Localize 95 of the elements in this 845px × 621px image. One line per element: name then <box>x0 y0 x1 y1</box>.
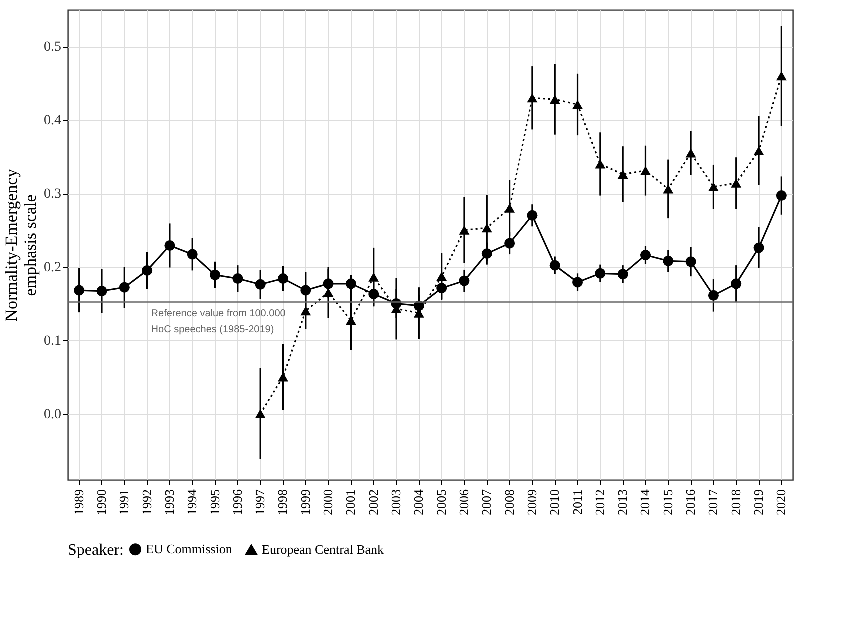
x-tick-label: 2020 <box>774 490 789 516</box>
x-tick-label: 2009 <box>524 490 540 516</box>
x-tick-label: 1996 <box>230 489 245 516</box>
y-axis-title: Normality-Emergency emphasis scale <box>2 168 40 322</box>
point <box>550 95 560 104</box>
x-tick-label: 2002 <box>366 490 381 516</box>
point <box>504 204 516 213</box>
point <box>436 283 448 294</box>
point <box>686 256 696 268</box>
point <box>278 274 288 284</box>
x-tick-label: 1990 <box>94 490 109 516</box>
point <box>640 166 651 176</box>
point <box>255 279 266 290</box>
x-tick-label: 2019 <box>751 490 766 516</box>
point <box>255 409 266 418</box>
point <box>278 372 288 382</box>
x-tick-label: 1992 <box>139 490 154 516</box>
x-tick-label: 2018 <box>728 490 744 516</box>
point <box>300 285 312 296</box>
point <box>618 269 628 280</box>
point <box>776 190 787 202</box>
x-tick-label: 2000 <box>320 490 336 516</box>
point <box>776 72 787 81</box>
x-tick-label: 2012 <box>592 490 608 516</box>
point <box>459 226 470 235</box>
y-tick-label: 0.2 <box>44 260 62 276</box>
x-tick-label: 2008 <box>502 490 517 516</box>
point <box>550 260 560 271</box>
x-tick-label: 1994 <box>184 489 200 516</box>
x-tick-label: 1993 <box>162 490 177 516</box>
point <box>731 178 742 188</box>
x-tick-label: 2004 <box>411 489 426 516</box>
ref-line-label: Reference value from 100.000 HoC speeches (1985-2019) <box>151 308 286 336</box>
point <box>731 278 742 290</box>
x-tick-label: 2017 <box>706 489 721 516</box>
point <box>164 240 176 251</box>
x-tick-label: 2011 <box>570 490 585 516</box>
point <box>232 274 244 284</box>
point <box>504 238 516 249</box>
x-tick-label: 2005 <box>434 490 449 516</box>
point <box>436 272 448 282</box>
point <box>323 278 334 290</box>
y-tick-label: 0.5 <box>44 40 62 56</box>
point <box>482 224 492 233</box>
x-tick-label: 1995 <box>207 490 222 516</box>
y-tick-label: 0.1 <box>44 334 62 349</box>
point <box>686 148 696 158</box>
point <box>119 282 130 293</box>
y-tick-label: 0.3 <box>44 187 62 202</box>
x-tick-label: 2013 <box>615 490 630 516</box>
point <box>323 288 334 298</box>
point <box>708 182 719 192</box>
x-tick-label: 1991 <box>116 490 132 516</box>
point <box>300 306 312 316</box>
point <box>346 278 356 290</box>
point <box>187 249 198 260</box>
point <box>368 288 380 300</box>
point <box>640 250 651 261</box>
point <box>618 170 628 180</box>
point <box>210 270 221 280</box>
legend-label: EU Commission <box>146 542 233 557</box>
point <box>595 160 606 169</box>
x-tick-label: 1997 <box>252 489 268 516</box>
point <box>142 265 153 276</box>
point <box>754 146 764 156</box>
x-tick-label: 1989 <box>71 490 86 516</box>
x-tick-label: 2015 <box>660 490 676 516</box>
x-tick-label: 2001 <box>343 490 358 516</box>
point <box>346 316 356 326</box>
x-tick-label: 2016 <box>683 489 698 516</box>
point <box>527 210 538 221</box>
point <box>74 285 85 296</box>
x-tick-label: 2006 <box>456 489 472 516</box>
point <box>708 290 719 301</box>
point <box>663 256 674 266</box>
x-tick-label: 2014 <box>638 489 653 516</box>
point <box>368 272 380 282</box>
point <box>754 242 764 254</box>
point <box>96 286 108 296</box>
y-tick-label: 0.4 <box>44 114 62 129</box>
x-tick-label: 1999 <box>298 490 313 516</box>
legend-title: Speaker: <box>68 542 124 559</box>
point <box>482 248 492 260</box>
point <box>572 277 584 288</box>
x-tick-label: 1998 <box>275 490 290 516</box>
x-tick-label: 2007 <box>479 489 494 516</box>
point <box>459 276 470 286</box>
point <box>595 268 606 279</box>
x-tick-label: 2003 <box>388 490 404 516</box>
x-tick-label: 2010 <box>547 490 562 516</box>
point <box>572 100 584 110</box>
y-tick-label: 0.0 <box>44 407 62 422</box>
legend-label: European Central Bank <box>262 542 385 557</box>
point <box>527 94 538 103</box>
point <box>663 184 674 194</box>
